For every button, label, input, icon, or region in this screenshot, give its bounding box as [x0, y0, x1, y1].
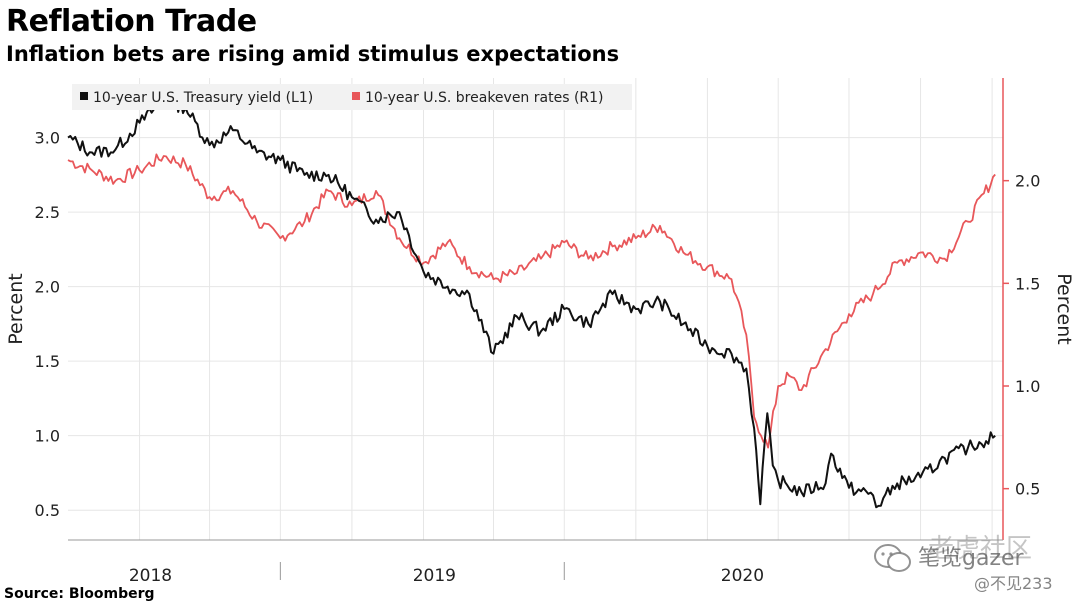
left-axis-title: Percent: [5, 273, 27, 345]
right-tick-label: 0.5: [1015, 480, 1040, 499]
left-tick-label: 2.0: [35, 278, 60, 297]
left-tick-label: 3.0: [35, 129, 60, 148]
legend-swatch-yield: [80, 92, 88, 100]
watermark-line1: 老虎社区: [928, 534, 1033, 564]
chart-subtitle: Inflation bets are rising amid stimulus …: [6, 42, 620, 66]
right-tick-label: 2.0: [1015, 172, 1040, 191]
watermark-line3: @不见233: [974, 574, 1053, 593]
watermark-line2: 笔览gazer: [918, 546, 1024, 571]
legend-label-breakeven: 10-year U.S. breakeven rates (R1): [365, 90, 604, 106]
chart-title: Reflation Trade: [6, 4, 257, 39]
plot-area: [68, 78, 1003, 540]
watermark: 老虎社区 笔览gazer @不见233: [868, 528, 1068, 598]
legend-swatch-breakeven: [352, 92, 360, 100]
left-tick-label: 2.5: [35, 203, 60, 222]
legend-label-yield: 10-year U.S. Treasury yield (L1): [93, 90, 313, 106]
right-tick-label: 1.0: [1015, 377, 1040, 396]
left-tick-label: 0.5: [35, 501, 60, 520]
x-tick-label: 2019: [413, 566, 456, 586]
left-tick-label: 1.0: [35, 427, 60, 446]
x-tick-label: 2018: [129, 566, 172, 586]
right-tick-label: 1.5: [1015, 274, 1040, 293]
breakeven-line: [67, 153, 996, 449]
source-note: Source: Bloomberg: [4, 586, 155, 602]
yield-line: [67, 97, 996, 509]
left-tick-label: 1.5: [35, 352, 60, 371]
right-axis-title: Percent: [1053, 273, 1075, 345]
chat-bubbles-icon: [874, 544, 911, 572]
x-tick-label: 2020: [721, 566, 764, 586]
